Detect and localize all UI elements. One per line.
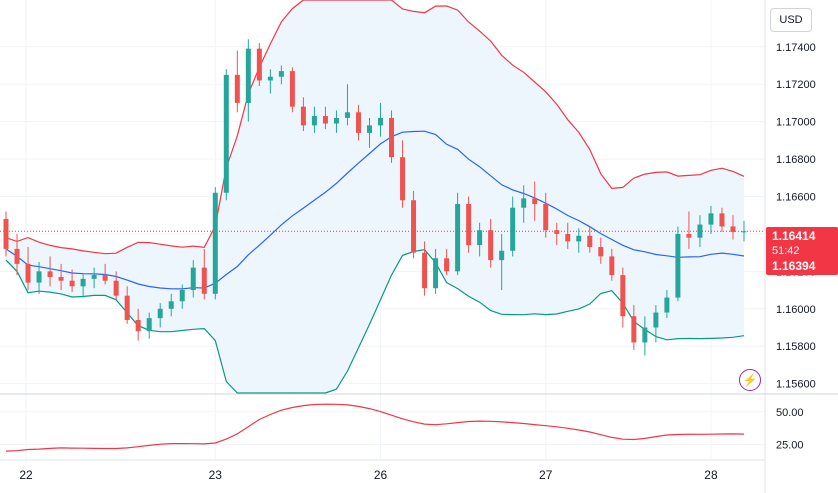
candle-body [179,290,185,302]
candle-body [565,233,571,242]
time-tick-label: 27 [539,468,553,482]
last-price-label: 1.16414 51:42 1.16394 [766,227,838,275]
candle-body [477,230,483,246]
candle-body [25,263,31,283]
candle-body [708,213,714,225]
candle-body [168,301,174,309]
basis-line [5,130,745,290]
candle-body [433,258,439,289]
price-tick-label: 1.15600 [776,379,816,391]
candle-body [80,278,86,287]
candle-body [719,213,725,227]
candle-body [543,203,549,231]
price-tick-label: 1.17200 [776,79,816,91]
time-tick-label: 23 [209,468,223,482]
candle-body [389,117,395,158]
candle-body [36,271,42,283]
candle-body [212,192,218,294]
candle-body [245,48,251,103]
candle-body [642,327,648,343]
candle-body [223,74,229,193]
candle-body [69,280,75,287]
candle-body [455,203,461,272]
candle-body [400,157,406,201]
candle-body [422,252,428,289]
candle-body [697,224,703,238]
candle-body [521,198,527,208]
candle-body [113,280,119,296]
candle-body [267,76,273,81]
candle-body [444,258,450,272]
candle-body [378,117,384,126]
oscillator-tick-label: 25.00 [776,440,804,452]
candle-body [466,203,472,246]
candle-body [256,48,262,81]
time-tick-label: 22 [19,468,33,482]
low-price-value: 1.16394 [772,259,816,273]
price-tick-label: 1.17400 [776,42,816,54]
candle-body [631,316,637,343]
bar-countdown: 51:42 [772,245,800,257]
candle-body [664,297,670,313]
candle-body [201,267,207,294]
last-price-value: 1.16414 [772,229,816,243]
candle-body [190,267,196,291]
time-tick-label: 26 [374,468,388,482]
candlestick-series [3,39,747,356]
candle-body [344,112,350,118]
candle-body [576,235,582,242]
currency-button[interactable]: USD [770,8,812,32]
candle-body [58,276,64,281]
price-tick-label: 1.16600 [776,192,816,204]
price-tick-label: 1.16800 [776,154,816,166]
candle-body [47,271,53,277]
candle-body [355,112,361,133]
candle-body [278,71,284,77]
candle-body [157,308,163,319]
candle-body [741,231,747,233]
time-tick-label: 28 [704,468,718,482]
candle-body [14,248,20,264]
candle-body [289,71,295,107]
candle-body [3,218,9,249]
price-tick-label: 1.16000 [776,304,816,316]
upper-band-line [5,0,745,255]
candle-body [675,233,681,298]
candle-body [554,230,560,234]
candle-body [653,312,659,328]
candle-body [730,226,736,233]
candle-body [620,275,626,317]
candle-body [91,275,97,279]
oscillator-line [5,403,745,452]
candle-body [609,256,615,276]
candle-body [333,117,339,124]
time-axis[interactable]: 22 23 26 27 28 [19,468,718,482]
candle-body [510,207,516,251]
candle-body [587,235,593,248]
candle-body [146,318,152,332]
candle-body [366,125,372,133]
oscillator-pane [5,403,745,452]
candle-body [322,116,328,124]
candle-body [311,116,317,126]
candle-body [124,295,130,321]
candle-body [135,320,141,332]
candle-body [411,200,417,253]
candle-body [234,74,240,103]
candle-body [488,230,494,261]
lightning-icon[interactable]: ⚡ [739,369,761,391]
candle-body [598,247,604,257]
candle-body [532,198,538,204]
price-tick-label: 1.17000 [776,117,816,129]
candle-body [686,233,692,238]
candle-body [102,275,108,281]
price-tick-label: 1.15800 [776,341,816,353]
candle-body [300,106,306,126]
band-fill [6,0,744,393]
candle-body [499,250,505,261]
oscillator-tick-label: 50.00 [776,407,804,419]
